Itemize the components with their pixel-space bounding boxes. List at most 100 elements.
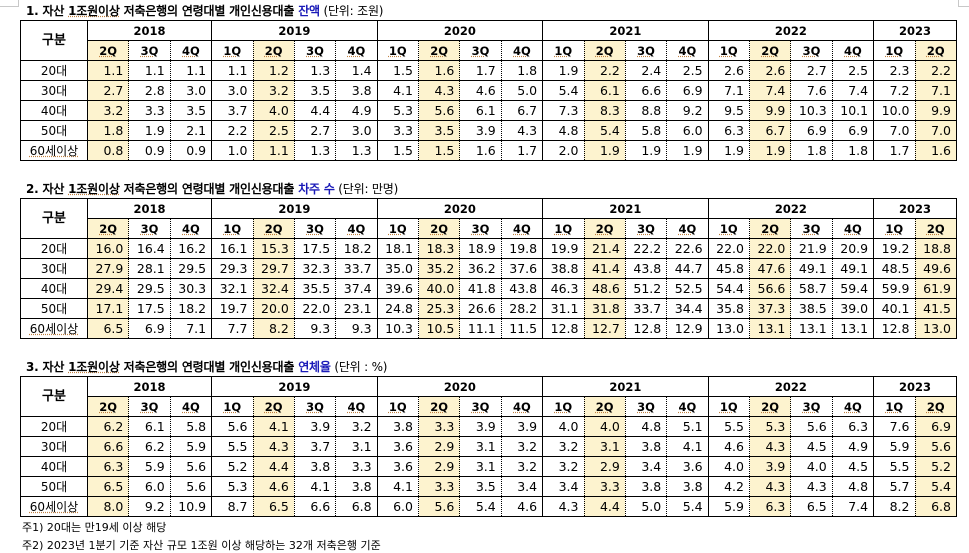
value-cell: 4.3 <box>252 436 295 457</box>
value-cell: 3.9 <box>293 416 336 437</box>
value-cell: 3.2 <box>335 416 378 437</box>
quarter-header: 2Q <box>252 218 295 239</box>
value-cell: 16.4 <box>128 238 171 259</box>
value-cell: 13.0 <box>914 318 957 339</box>
value-cell: 3.6 <box>376 436 419 457</box>
value-cell: 33.7 <box>335 258 378 279</box>
value-cell: 7.4 <box>748 80 791 101</box>
quarter-header: 1Q <box>376 396 419 417</box>
value-cell: 3.5 <box>459 476 502 497</box>
value-cell: 10.3 <box>790 100 833 121</box>
value-cell: 35.0 <box>376 258 419 279</box>
value-cell: 6.9 <box>666 80 709 101</box>
value-cell: 6.5 <box>790 496 833 517</box>
quarter-header: 3Q <box>790 218 833 239</box>
value-cell: 18.3 <box>417 238 460 259</box>
value-cell: 9.2 <box>128 496 171 517</box>
value-cell: 3.8 <box>624 436 667 457</box>
value-cell: 5.6 <box>417 496 460 517</box>
quarter-header: 2Q <box>583 218 626 239</box>
value-cell: 49.6 <box>914 258 957 279</box>
value-cell: 6.5 <box>252 496 295 517</box>
quarter-header: 4Q <box>500 396 543 417</box>
value-cell: 43.8 <box>624 258 667 279</box>
value-cell: 16.0 <box>86 238 129 259</box>
value-cell: 7.1 <box>169 318 212 339</box>
value-cell: 5.2 <box>914 456 957 477</box>
age-group-label: 40대 <box>20 456 88 477</box>
value-cell: 56.6 <box>748 278 791 299</box>
value-cell: 3.7 <box>293 436 336 457</box>
value-cell: 10.1 <box>831 100 874 121</box>
value-cell: 5.3 <box>376 100 419 121</box>
value-cell: 1.9 <box>542 60 584 81</box>
value-cell: 54.4 <box>707 278 750 299</box>
value-cell: 6.0 <box>376 496 419 517</box>
year-header: 2021 <box>542 20 709 41</box>
quarter-header: 3Q <box>624 218 667 239</box>
value-cell: 25.3 <box>417 298 460 319</box>
footnote-1: 주1) 20대는 만19세 이상 해당 <box>22 521 167 534</box>
quarter-header: 2Q <box>86 218 129 239</box>
value-cell: 1.8 <box>790 140 833 161</box>
value-cell: 3.1 <box>335 436 378 457</box>
table-row: 30대 6.6 6.2 5.9 5.5 4.3 3.7 3.1 3.6 2.9 3.1 3.2 3.2 3… <box>20 436 957 457</box>
value-cell: 39.6 <box>376 278 419 299</box>
value-cell: 4.2 <box>707 476 750 497</box>
title-middle: 저축은행의 연령대별 개인신용대출 <box>119 182 299 196</box>
value-cell: 9.2 <box>666 100 709 121</box>
value-cell: 5.3 <box>748 416 791 437</box>
year-header: 2020 <box>376 198 544 219</box>
value-cell: 6.5 <box>86 476 129 497</box>
value-cell: 4.5 <box>790 436 833 457</box>
value-cell: 1.7 <box>873 140 915 161</box>
value-cell: 1.3 <box>335 140 378 161</box>
value-cell: 13.1 <box>748 318 791 339</box>
value-cell: 2.4 <box>624 60 667 81</box>
value-cell: 6.8 <box>914 496 957 517</box>
value-cell: 4.3 <box>417 80 460 101</box>
value-cell: 12.9 <box>666 318 709 339</box>
value-cell: 3.7 <box>211 100 253 121</box>
value-cell: 22.0 <box>293 298 336 319</box>
quarter-header: 2Q <box>86 396 129 417</box>
age-group-label: 40대 <box>20 100 88 121</box>
value-cell: 3.4 <box>542 476 584 497</box>
value-cell: 5.8 <box>169 416 212 437</box>
value-cell: 4.6 <box>707 436 750 457</box>
quarter-header: 3Q <box>624 396 667 417</box>
value-cell: 5.9 <box>873 436 915 457</box>
value-cell: 4.9 <box>831 436 874 457</box>
value-cell: 36.2 <box>459 258 502 279</box>
value-cell: 1.2 <box>252 60 295 81</box>
title-highlight: 연체율 <box>298 360 331 374</box>
value-cell: 4.6 <box>459 80 502 101</box>
quarter-header-row: 2Q 3Q 4Q 1Q 2Q 3Q 4Q 1Q 2Q 3Q 4Q 1Q 2Q 3Q 4Q 1Q 2Q 3Q 4Q 1Q… <box>21 396 957 417</box>
value-cell: 5.6 <box>914 436 957 457</box>
quarter-header: 4Q <box>666 396 709 417</box>
year-header: 2022 <box>707 376 875 397</box>
quarter-header: 4Q <box>666 40 709 61</box>
value-cell: 8.3 <box>583 100 626 121</box>
quarter-header: 1Q <box>542 40 584 61</box>
table-row: 50대 17.1 17.5 18.2 19.7 20.0 22.0 23.1 24.8 25.3 2… <box>20 298 957 319</box>
borrowers-table: 구분 2018 2019 2020 2021 2022 2023 2Q 3Q 4Q 1Q 2Q 3Q 4Q… <box>20 198 957 339</box>
quarter-header: 4Q <box>335 40 378 61</box>
age-group-label: 30대 <box>20 436 88 457</box>
value-cell: 3.9 <box>459 416 502 437</box>
value-cell: 6.9 <box>831 120 874 141</box>
table-row: 30대 27.9 28.1 29.5 29.3 29.7 32.3 33.7 35.0 35.2 3… <box>20 258 957 279</box>
value-cell: 9.9 <box>914 100 957 121</box>
value-cell: 48.5 <box>873 258 915 279</box>
value-cell: 6.3 <box>748 496 791 517</box>
value-cell: 7.4 <box>831 496 874 517</box>
value-cell: 1.6 <box>459 140 502 161</box>
value-cell: 5.5 <box>707 416 750 437</box>
value-cell: 41.8 <box>459 278 502 299</box>
value-cell: 3.8 <box>666 476 709 497</box>
age-group-label: 30대 <box>20 80 88 101</box>
quarter-header: 1Q <box>873 396 915 417</box>
age-group-label: 20대 <box>20 416 88 437</box>
quarter-header: 1Q <box>376 40 419 61</box>
value-cell: 10.9 <box>169 496 212 517</box>
